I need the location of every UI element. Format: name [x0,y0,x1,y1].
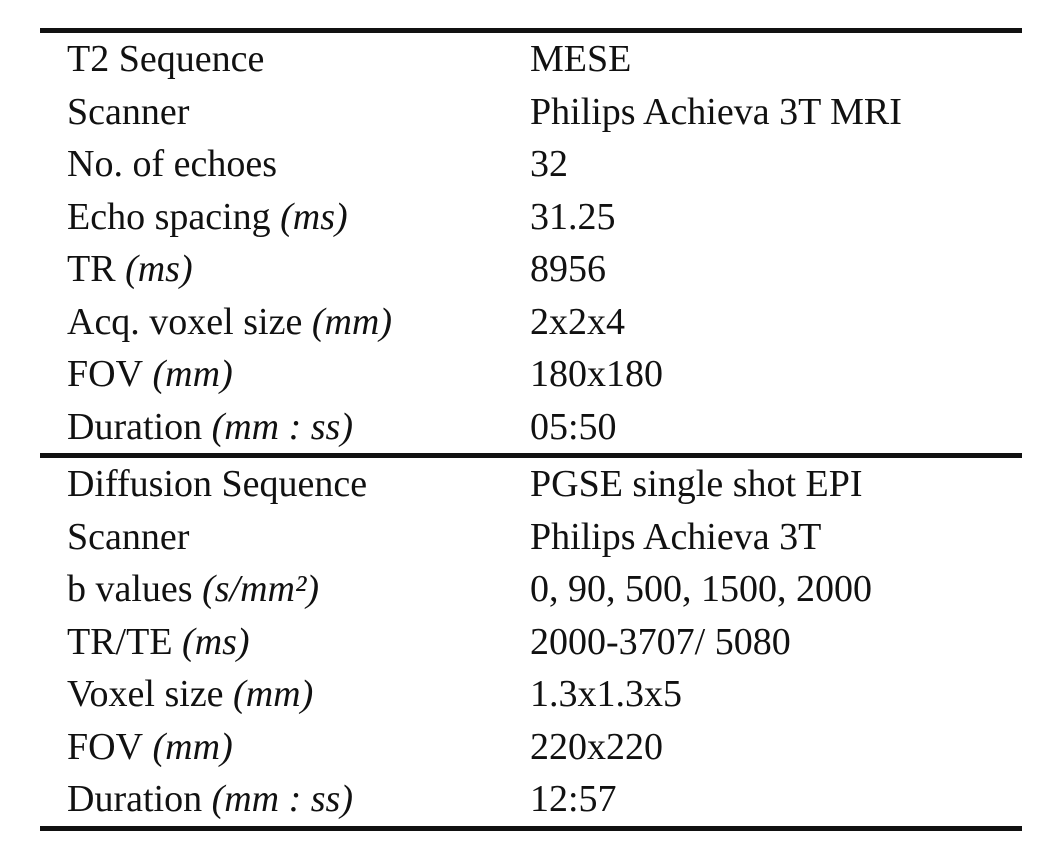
parameter-label: TR [67,248,116,290]
parameter-unit: (mm) [233,673,314,715]
parameter-cell: Acq. voxel size (mm) [40,296,530,349]
table-container: T2 Sequence MESE Scanner Philips Achieva 3T… [40,28,1022,831]
value-cell: Philips Achieva 3T [530,515,822,558]
value-cell: 220x220 [530,725,663,768]
parameter-cell: TR (ms) [40,243,530,296]
parameter-label: Duration [67,778,203,820]
parameter-unit: (ms) [280,195,348,238]
table-row: TR (ms) 8956 [40,243,1022,296]
parameter-label: b values [67,568,193,610]
parameter-cell: Echo spacing (ms) [40,191,530,244]
parameter-table: T2 Sequence MESE Scanner Philips Achieva 3T… [40,28,1022,831]
parameter-cell: Diffusion Sequence [40,456,530,511]
table-row: Duration (mm : ss) 12:57 [40,773,1022,828]
parameter-unit: (mm : ss) [211,778,354,820]
parameter-unit: (ms) [182,620,250,663]
value-cell: 8956 [530,248,606,290]
parameter-label: Acq. voxel size [67,300,303,343]
parameter-cell: No. of echoes [40,138,530,191]
table-row: FOV (mm) 180x180 [40,348,1022,401]
value-cell: Philips Achieva 3T MRI [530,90,902,133]
value-cell: 31.25 [530,195,616,238]
parameter-cell: Voxel size (mm) [40,668,530,721]
parameter-cell: FOV (mm) [40,348,530,401]
value-cell: 1.3x1.3x5 [530,673,682,715]
table-row: Voxel size (mm) 1.3x1.3x5 [40,668,1022,721]
parameter-cell: TR/TE (ms) [40,616,530,669]
table-row: Diffusion Sequence PGSE single shot EPI [40,456,1022,511]
value-cell: 2000-3707/ 5080 [530,620,791,663]
parameter-cell: Scanner [40,86,530,139]
value-cell: 32 [530,143,568,185]
parameter-unit: (s/mm²) [202,568,320,610]
parameter-label: No. of echoes [67,143,277,185]
parameter-label: TR/TE [67,620,173,663]
value-cell: 12:57 [530,778,617,820]
parameter-cell: FOV (mm) [40,721,530,774]
parameter-cell: Scanner [40,511,530,564]
table-row: T2 Sequence MESE [40,31,1022,86]
table-row: Acq. voxel size (mm) 2x2x4 [40,296,1022,349]
value-cell: PGSE single shot EPI [530,463,863,505]
parameter-cell: Duration (mm : ss) [40,773,530,828]
parameter-unit: (mm) [152,353,233,395]
parameter-label: Scanner [67,515,190,558]
parameter-unit: (mm) [311,300,393,343]
parameter-label: Scanner [67,90,190,133]
parameter-label: Voxel size [67,673,224,715]
table-row: Duration (mm : ss) 05:50 [40,401,1022,456]
parameter-label: Duration [67,405,203,448]
parameter-label: Echo spacing [67,195,271,238]
parameter-cell: T2 Sequence [40,31,530,86]
table-row: b values (s/mm²) 0, 90, 500, 1500, 2000 [40,563,1022,616]
table-row: Scanner Philips Achieva 3T [40,511,1022,564]
table-row: FOV (mm) 220x220 [40,721,1022,774]
parameter-label: FOV [67,725,144,768]
parameter-cell: Duration (mm : ss) [40,401,530,456]
table-section: T2 Sequence MESE Scanner Philips Achieva 3T… [40,30,1022,456]
table-row: Scanner Philips Achieva 3T MRI [40,86,1022,139]
value-cell: 05:50 [530,405,617,448]
value-cell: 0, 90, 500, 1500, 2000 [530,568,872,610]
parameter-cell: b values (s/mm²) [40,563,530,616]
table-row: TR/TE (ms) 2000-3707/ 5080 [40,616,1022,669]
value-cell: 2x2x4 [530,300,625,343]
parameter-label: T2 Sequence [67,38,265,80]
table-row: Echo spacing (ms) 31.25 [40,191,1022,244]
parameter-unit: (mm : ss) [211,405,354,448]
table-row: No. of echoes 32 [40,138,1022,191]
parameter-label: FOV [67,353,144,395]
value-cell: 180x180 [530,353,663,395]
parameter-label: Diffusion Sequence [67,463,368,505]
parameter-unit: (ms) [125,248,193,290]
value-cell: MESE [530,38,632,80]
parameter-unit: (mm) [152,725,233,768]
table-section: Diffusion Sequence PGSE single shot EPI Sc… [40,455,1022,828]
